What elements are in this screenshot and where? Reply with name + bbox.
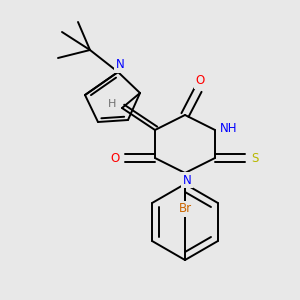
Text: O: O (195, 74, 205, 88)
Text: H: H (108, 99, 116, 109)
Text: N: N (116, 58, 124, 71)
Text: O: O (110, 152, 120, 164)
Text: N: N (183, 173, 191, 187)
Text: Br: Br (178, 202, 192, 215)
Text: S: S (251, 152, 259, 164)
Text: NH: NH (220, 122, 238, 134)
